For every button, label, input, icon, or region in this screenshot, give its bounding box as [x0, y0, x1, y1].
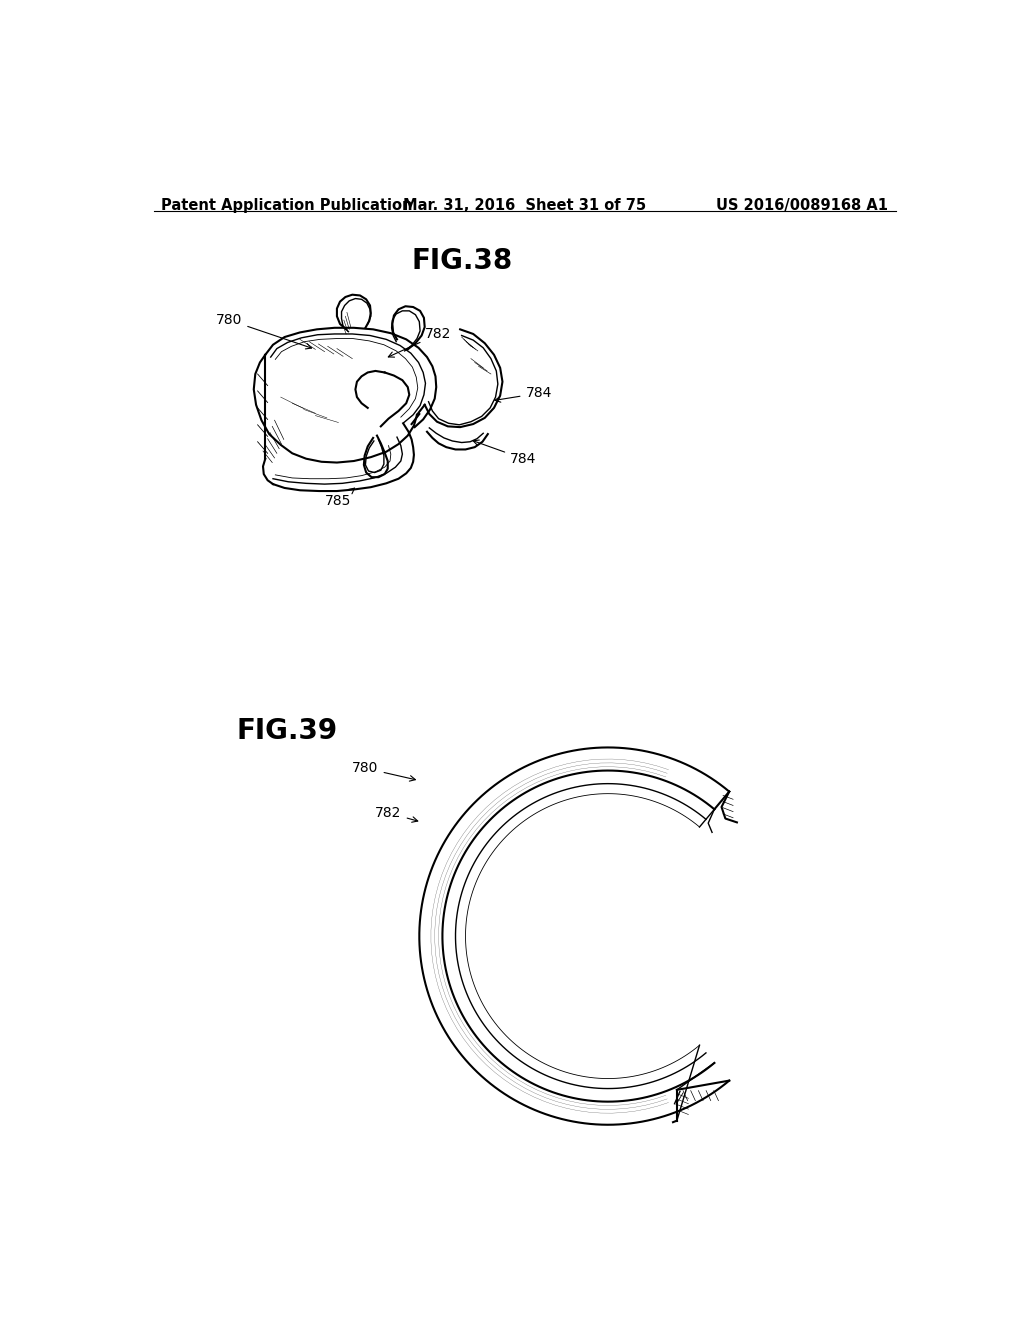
Text: 782: 782	[376, 807, 418, 822]
Text: 784: 784	[495, 387, 552, 403]
Text: FIG.39: FIG.39	[237, 717, 338, 744]
Text: 782: 782	[388, 327, 452, 358]
Text: FIG.38: FIG.38	[411, 247, 512, 275]
Text: Patent Application Publication: Patent Application Publication	[162, 198, 413, 214]
Text: 780: 780	[352, 762, 416, 781]
Text: 784: 784	[473, 440, 537, 466]
Text: US 2016/0089168 A1: US 2016/0089168 A1	[716, 198, 888, 214]
Text: 785: 785	[326, 488, 354, 508]
Text: Mar. 31, 2016  Sheet 31 of 75: Mar. 31, 2016 Sheet 31 of 75	[403, 198, 646, 214]
Text: 780: 780	[216, 313, 311, 348]
